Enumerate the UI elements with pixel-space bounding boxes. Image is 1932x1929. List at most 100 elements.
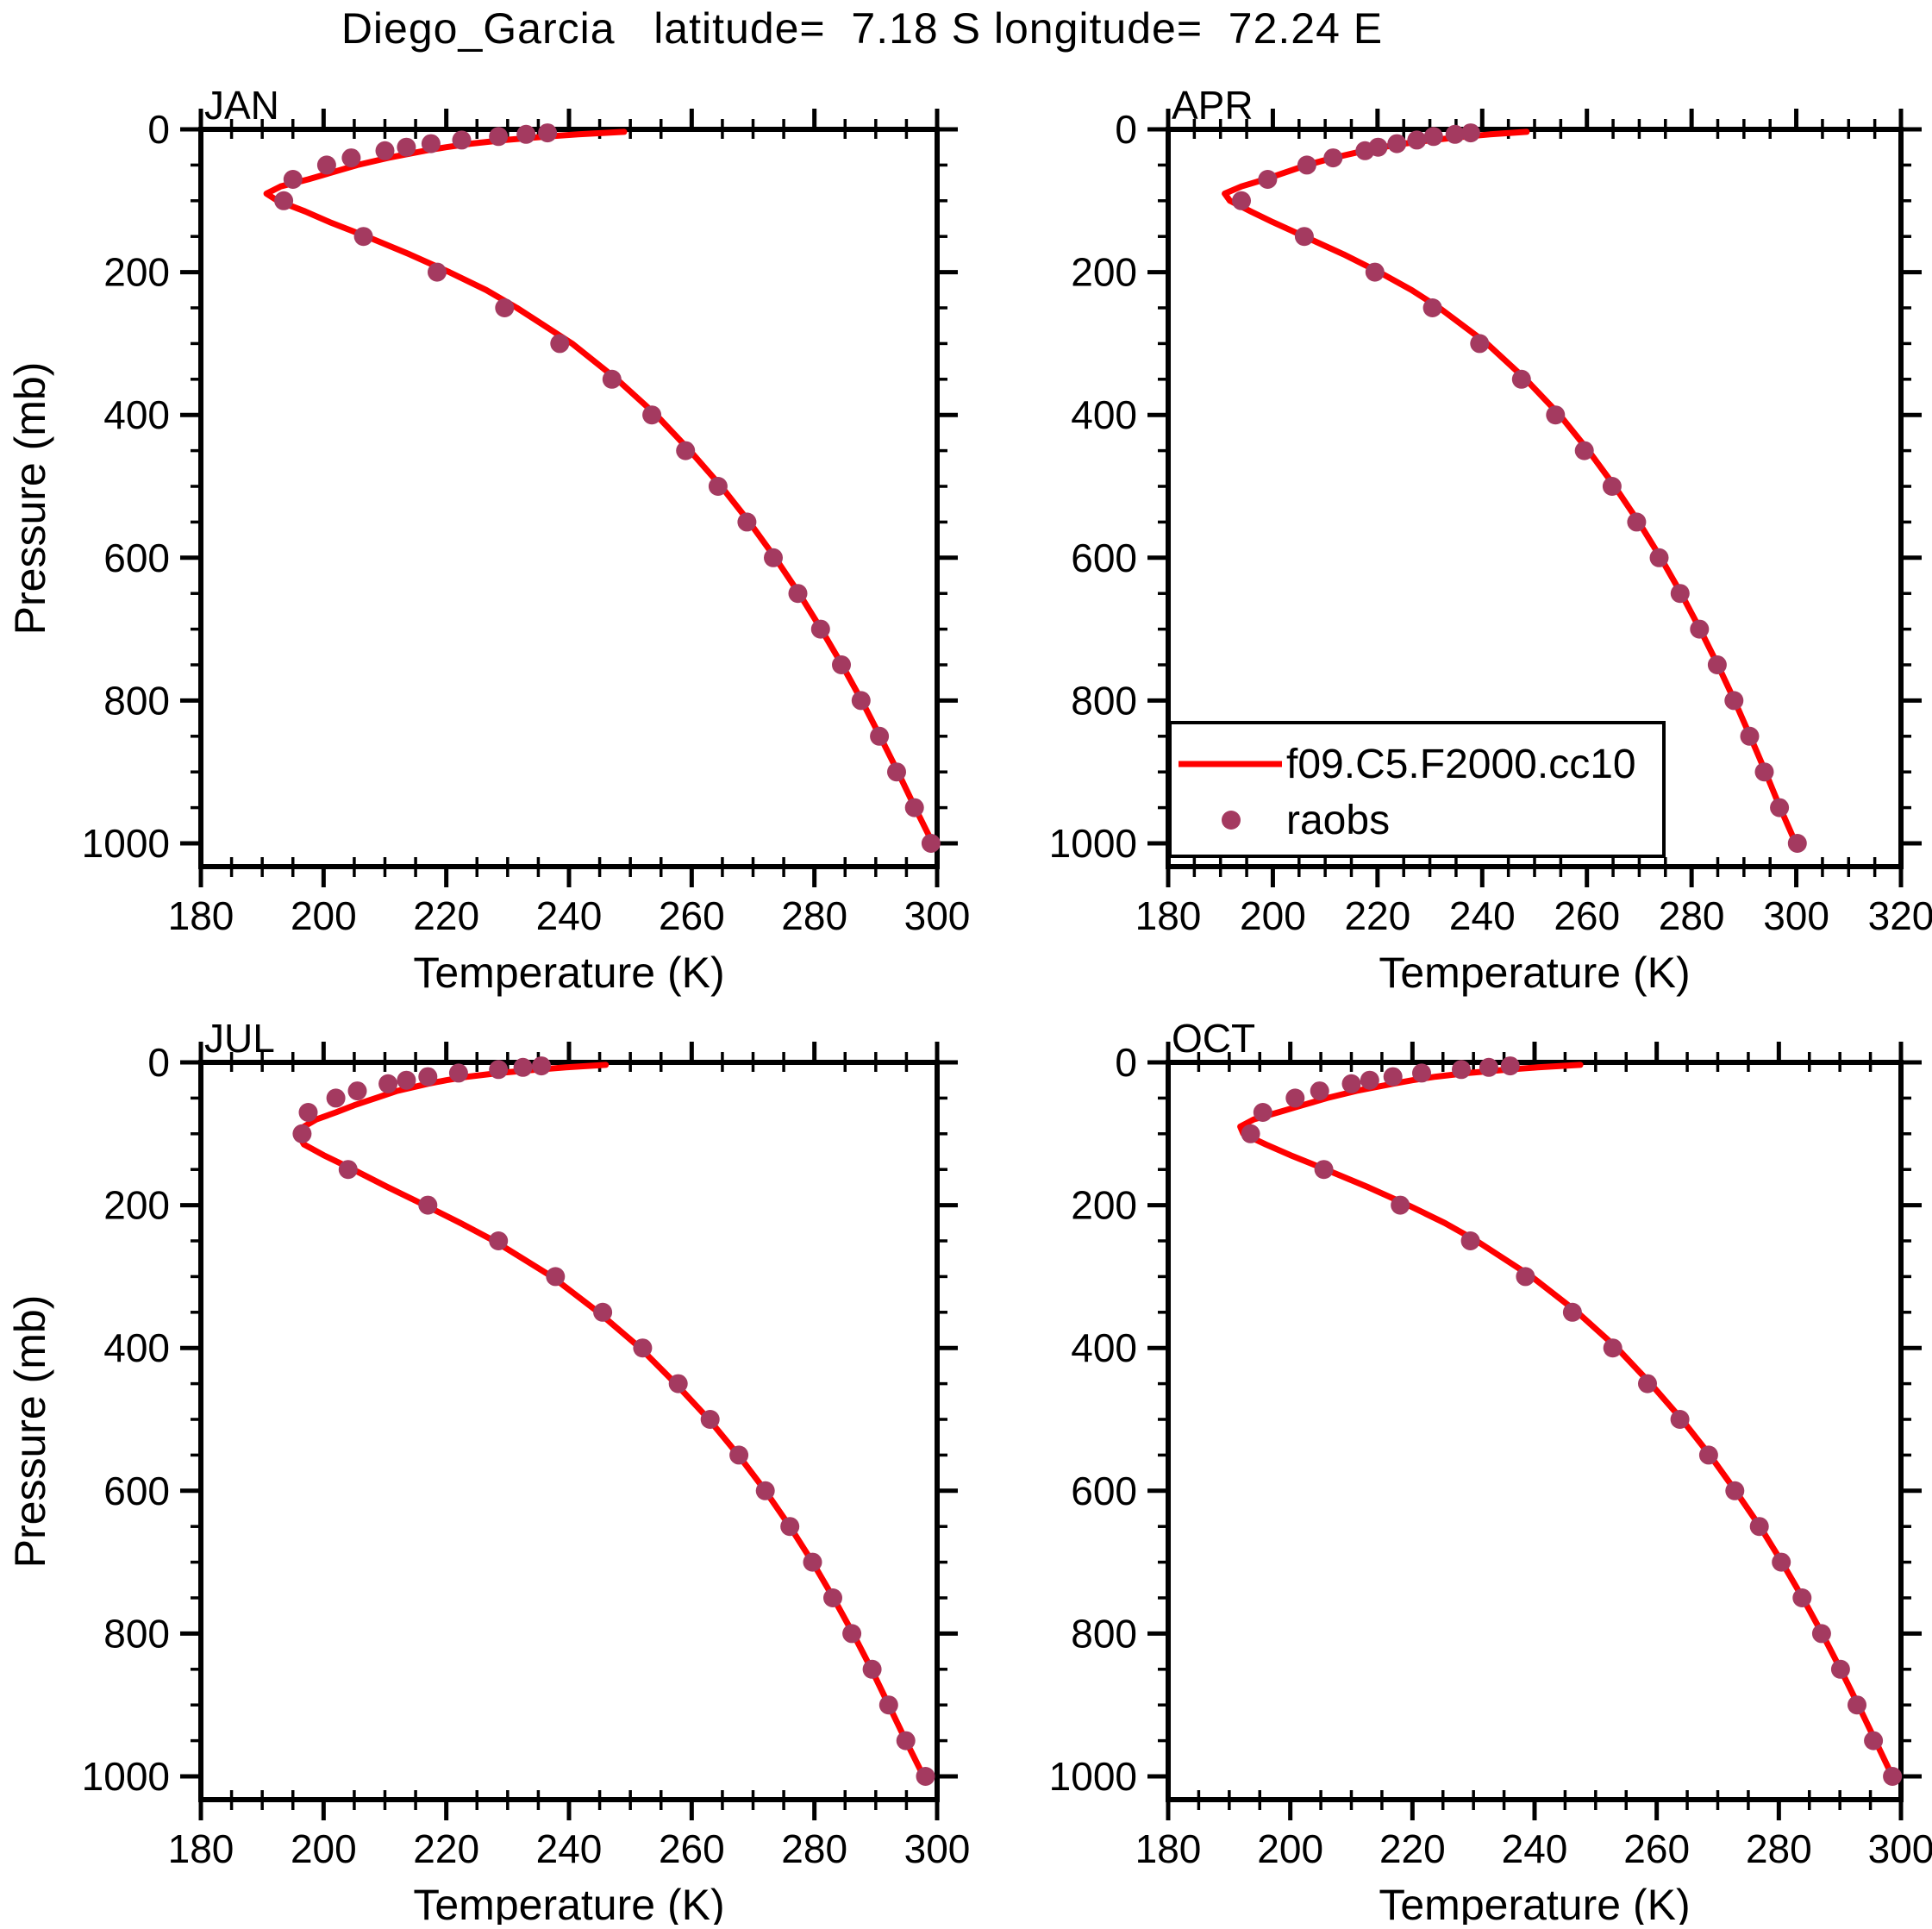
raobs-dot: [1811, 1624, 1831, 1644]
x-tick-label: 200: [291, 1826, 357, 1871]
y-tick-label: 1000: [1049, 821, 1137, 866]
x-axis-title: Temperature (K): [1379, 1881, 1690, 1925]
x-tick-label: 240: [1449, 893, 1516, 938]
raobs-dot: [397, 1070, 416, 1090]
raobs-dot: [489, 1060, 509, 1080]
raobs-dot: [878, 1695, 898, 1715]
raobs-dot: [1460, 1231, 1480, 1250]
raobs-dot: [1754, 762, 1774, 782]
raobs-dot: [1460, 123, 1480, 143]
raobs-dot: [298, 1103, 318, 1122]
raobs-dot: [1314, 1160, 1334, 1180]
x-tick-label: 300: [904, 893, 971, 938]
x-axis-title: Temperature (K): [413, 949, 724, 997]
raobs-dot: [737, 512, 757, 532]
raobs-dot: [1792, 1588, 1812, 1607]
x-axis: 180 200 220 240 260 280 300: [1135, 1042, 1932, 1871]
raobs-dot: [1562, 1302, 1582, 1322]
raobs-dot: [1511, 369, 1531, 389]
raobs-dot: [1627, 512, 1647, 532]
x-axis-title: Temperature (K): [1379, 949, 1690, 997]
legend-box: [1168, 721, 1666, 858]
raobs-dot: [1603, 1338, 1623, 1358]
raobs-dot: [1412, 1063, 1431, 1083]
x-tick-label: 200: [1240, 893, 1306, 938]
y-tick-label: 0: [1115, 1040, 1137, 1085]
y-axis-title: Pressure (mb): [6, 1295, 54, 1569]
x-tick-label: 280: [1659, 893, 1725, 938]
raobs-dot: [1574, 441, 1594, 460]
x-tick-label: 180: [1135, 893, 1202, 938]
raobs-dot: [1724, 691, 1744, 711]
panel-title: APR: [1172, 83, 1254, 128]
panel-jan: 180 200 220 240 260 280 300 0 200 400 600 800 1000 JA…: [82, 83, 971, 997]
raobs-dot: [1383, 1067, 1403, 1087]
raobs-dot: [1707, 655, 1727, 674]
y-tick-label: 600: [1071, 535, 1137, 580]
plot-box: [1166, 1060, 1904, 1802]
x-tick-label: 280: [781, 893, 847, 938]
raobs-dot: [602, 369, 622, 389]
legend-label-raobs: raobs: [1286, 798, 1390, 843]
y-axis: 0 200 400 600 800 1000: [82, 107, 958, 866]
raobs-dot: [1740, 726, 1760, 746]
raobs-dot: [1770, 798, 1790, 817]
raobs-dot: [326, 1088, 346, 1108]
raobs-dot: [1787, 834, 1807, 853]
legend: f09.C5.F2000.cc10 raobs: [1168, 721, 1666, 858]
raobs-dot: [1670, 584, 1690, 604]
raobs-dot: [550, 334, 570, 354]
raobs-dot: [823, 1588, 842, 1607]
raobs-dot: [546, 1267, 566, 1287]
raobs-dot: [428, 262, 447, 282]
raobs-dot: [1883, 1767, 1903, 1786]
x-tick-label: 180: [168, 1826, 234, 1871]
raobs-dot: [378, 1074, 398, 1093]
raobs-dot: [1423, 127, 1443, 147]
y-tick-label: 600: [103, 1469, 170, 1513]
raobs-dot: [489, 127, 509, 147]
figure-title: Diego_Garcia latitude= 7.18 S longitude=…: [341, 4, 1384, 53]
raobs-dot: [708, 477, 728, 496]
x-tick-label: 280: [781, 1826, 847, 1871]
raobs-dot: [1365, 262, 1385, 282]
raobs-dot: [1670, 1410, 1690, 1429]
raobs-dot: [1422, 298, 1442, 317]
x-tick-label: 260: [1554, 893, 1620, 938]
y-tick-label: 400: [1071, 1325, 1137, 1370]
raobs-dot: [452, 130, 472, 150]
panel-jul: 180 200 220 240 260 280 300 0 200 400 600 800 1000 JU…: [82, 1016, 971, 1929]
raobs-dot: [916, 1767, 935, 1786]
raobs-dot: [316, 155, 336, 175]
y-tick-label: 600: [1071, 1469, 1137, 1513]
panel-title: JAN: [204, 83, 279, 128]
x-axis: 180 200 220 240 260 280 300: [168, 1042, 970, 1871]
raobs-dot: [1360, 1070, 1379, 1090]
raobs-dot: [375, 141, 395, 160]
raobs-dot: [1258, 170, 1278, 189]
raobs-dot: [788, 584, 808, 604]
x-tick-label: 260: [659, 893, 725, 938]
panel-title: JUL: [204, 1016, 275, 1061]
raobs-dot: [516, 124, 536, 144]
raobs-dot: [513, 1057, 533, 1077]
raobs-dot: [921, 834, 941, 853]
y-tick-label: 200: [1071, 1183, 1137, 1228]
y-tick-label: 0: [1115, 107, 1137, 152]
x-tick-label: 240: [1502, 1826, 1568, 1871]
x-tick-label: 220: [1379, 1826, 1446, 1871]
raobs-dot: [1479, 1057, 1498, 1077]
raobs-dot: [803, 1552, 822, 1572]
raobs-dot: [448, 1063, 468, 1083]
plot-box: [198, 127, 940, 869]
raobs-dot: [593, 1302, 613, 1322]
raobs-dot: [421, 134, 441, 153]
raobs-dot: [283, 170, 303, 189]
panel-apr: 180 200 220 240 260 280 300 320 0 200 400 600 800 100…: [1049, 83, 1932, 997]
x-tick-label: 260: [659, 1826, 725, 1871]
raobs-dot: [1848, 1695, 1866, 1715]
y-tick-label: 200: [103, 250, 170, 295]
raobs-dot: [1452, 1060, 1471, 1080]
raobs-dot: [341, 148, 361, 168]
